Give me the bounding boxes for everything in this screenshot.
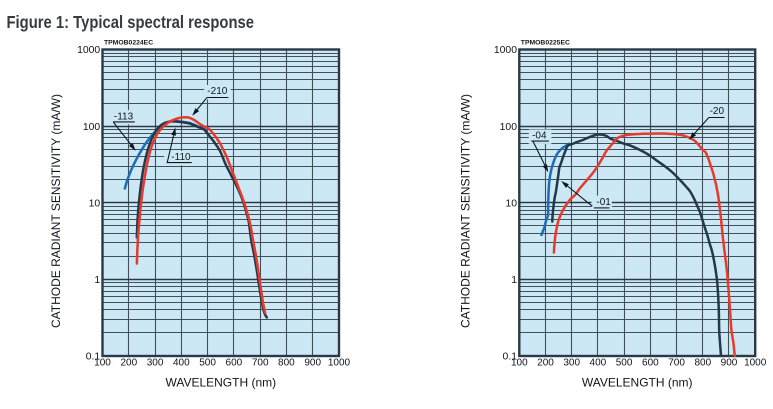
svg-text:800: 800 xyxy=(694,358,711,369)
svg-text:-01: -01 xyxy=(596,197,611,208)
svg-text:800: 800 xyxy=(278,358,295,369)
svg-text:TPMOB0225EC: TPMOB0225EC xyxy=(521,40,570,47)
svg-text:700: 700 xyxy=(252,358,269,369)
svg-text:300: 300 xyxy=(147,358,164,369)
svg-text:500: 500 xyxy=(199,358,216,369)
svg-text:-20: -20 xyxy=(710,106,725,117)
svg-text:500: 500 xyxy=(616,358,633,369)
svg-text:900: 900 xyxy=(721,358,738,369)
svg-text:CATHODE RADIANT SENSITIVITY (m: CATHODE RADIANT SENSITIVITY (mA/W) xyxy=(459,94,473,328)
svg-text:0.1: 0.1 xyxy=(503,352,518,363)
svg-text:-210: -210 xyxy=(207,86,227,97)
svg-text:100: 100 xyxy=(500,122,518,133)
svg-text:400: 400 xyxy=(590,358,607,369)
svg-text:10: 10 xyxy=(505,198,517,209)
svg-text:200: 200 xyxy=(120,358,137,369)
svg-text:100: 100 xyxy=(83,122,101,133)
svg-text:-110: -110 xyxy=(171,152,191,163)
svg-text:100: 100 xyxy=(94,358,111,369)
svg-text:200: 200 xyxy=(537,358,554,369)
svg-text:1000: 1000 xyxy=(328,358,351,369)
svg-text:600: 600 xyxy=(642,358,659,369)
svg-text:WAVELENGTH (nm): WAVELENGTH (nm) xyxy=(582,376,693,390)
svg-text:1: 1 xyxy=(94,275,100,286)
svg-text:TPMOB0224EC: TPMOB0224EC xyxy=(104,40,153,47)
svg-text:1000: 1000 xyxy=(494,45,517,56)
svg-text:CATHODE RADIANT SENSITIVITY (m: CATHODE RADIANT SENSITIVITY (mA/W) xyxy=(49,94,63,328)
svg-text:-113: -113 xyxy=(114,111,134,122)
svg-text:0.1: 0.1 xyxy=(86,352,101,363)
svg-text:700: 700 xyxy=(668,358,685,369)
svg-text:100: 100 xyxy=(511,358,528,369)
svg-text:1: 1 xyxy=(511,275,517,286)
svg-text:Figure 1: Typical spectral res: Figure 1: Typical spectral response xyxy=(7,12,255,32)
svg-text:1000: 1000 xyxy=(744,358,767,369)
svg-text:1000: 1000 xyxy=(77,45,100,56)
svg-text:900: 900 xyxy=(304,358,321,369)
svg-text:600: 600 xyxy=(226,358,243,369)
svg-text:400: 400 xyxy=(173,358,190,369)
svg-text:WAVELENGTH (nm): WAVELENGTH (nm) xyxy=(165,376,276,390)
svg-text:300: 300 xyxy=(563,358,580,369)
svg-text:10: 10 xyxy=(89,198,101,209)
svg-text:-04: -04 xyxy=(532,131,547,142)
